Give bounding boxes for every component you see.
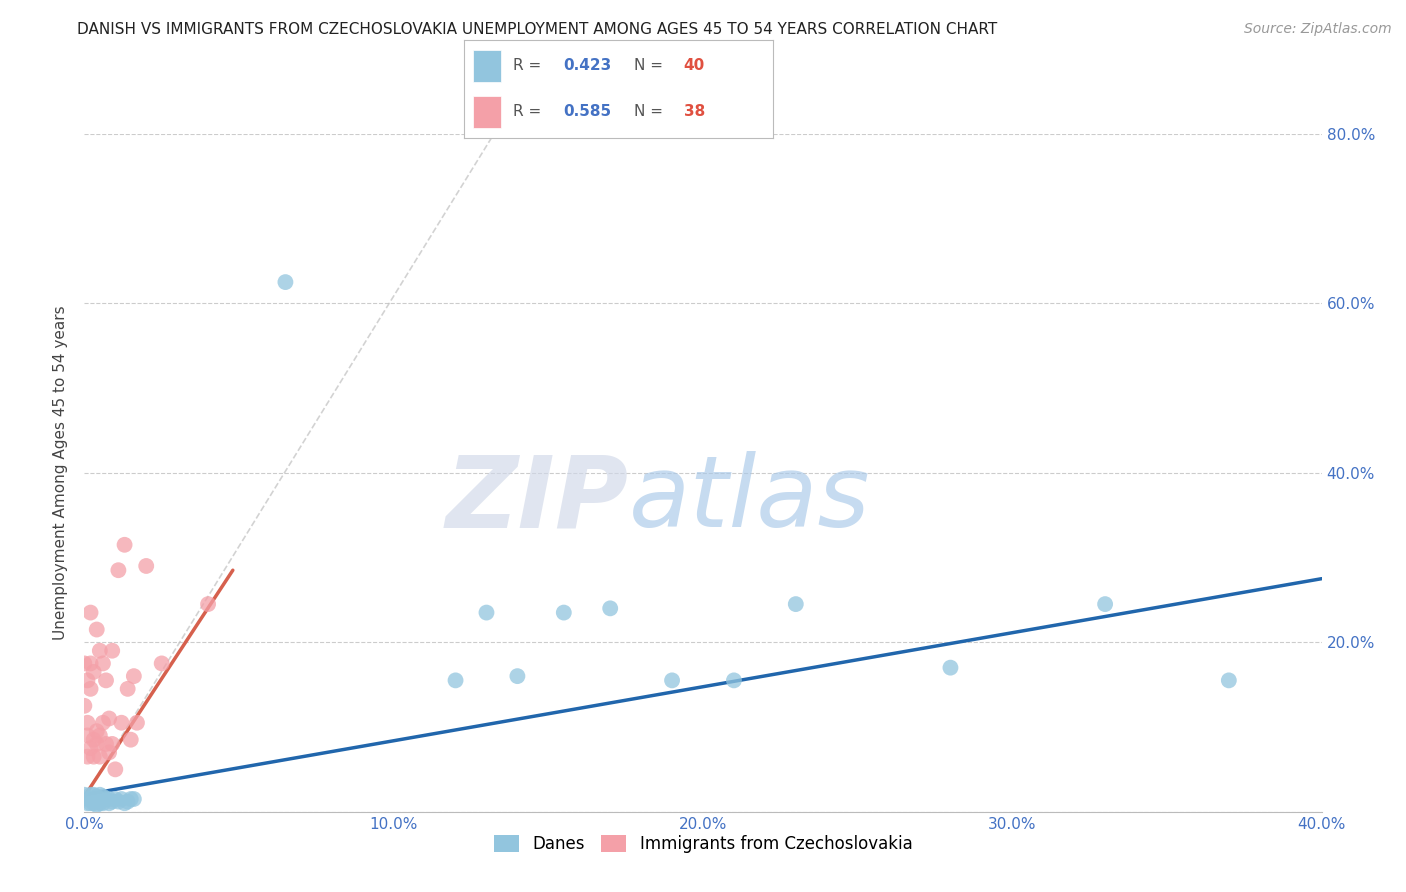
Text: R =: R = (513, 58, 547, 73)
Point (104, 762, 127, 776)
Point (89, 792, 111, 806)
Text: DANISH VS IMMIGRANTS FROM CZECHOSLOVAKIA UNEMPLOYMENT AMONG AGES 45 TO 54 YEARS : DANISH VS IMMIGRANTS FROM CZECHOSLOVAKIA… (77, 22, 998, 37)
Point (939, 660, 962, 674)
Point (89, 796, 111, 810)
Point (79, 788, 101, 802)
Point (91, 657, 114, 671)
Point (83, 788, 105, 802)
Point (122, 669, 145, 683)
Point (444, 673, 467, 688)
Point (94, 792, 117, 806)
Point (101, 644, 124, 658)
Point (86, 797, 108, 812)
Point (89, 644, 111, 658)
Point (475, 606, 498, 620)
Point (1094, 597, 1116, 611)
Point (83, 792, 105, 806)
Point (150, 657, 173, 671)
Point (79, 741, 101, 756)
Point (83, 796, 105, 810)
Point (117, 681, 139, 696)
Point (98, 712, 121, 726)
Point (89, 788, 111, 802)
FancyBboxPatch shape (474, 50, 501, 82)
Text: N =: N = (634, 58, 668, 73)
Point (76, 749, 98, 764)
Point (122, 792, 145, 806)
Point (661, 673, 683, 688)
Point (86, 724, 108, 739)
Text: 38: 38 (683, 104, 704, 120)
Point (723, 673, 745, 688)
Point (125, 715, 148, 730)
Point (86, 623, 108, 637)
Point (110, 715, 132, 730)
Point (104, 792, 127, 806)
Point (91, 715, 114, 730)
FancyBboxPatch shape (474, 96, 501, 128)
Text: Source: ZipAtlas.com: Source: ZipAtlas.com (1244, 22, 1392, 37)
Point (98, 796, 121, 810)
Point (1218, 673, 1240, 688)
Point (785, 597, 807, 611)
Point (83, 732, 105, 747)
Point (79, 681, 101, 696)
Point (107, 795, 129, 809)
Point (599, 601, 621, 615)
Point (197, 597, 219, 611)
Point (98, 746, 121, 760)
Point (76, 715, 98, 730)
Point (107, 563, 129, 577)
Text: 0.423: 0.423 (562, 58, 612, 73)
Point (94, 737, 117, 751)
Text: 40: 40 (683, 58, 704, 73)
Text: R =: R = (513, 104, 547, 120)
Point (120, 732, 142, 747)
Point (83, 665, 105, 679)
Point (94, 673, 117, 688)
Point (73, 657, 96, 671)
Point (79, 796, 101, 810)
Point (76, 792, 98, 806)
Point (114, 538, 136, 552)
Point (91, 796, 114, 810)
Point (89, 749, 111, 764)
Point (120, 792, 142, 806)
Point (274, 275, 297, 289)
Point (98, 792, 121, 806)
Text: N =: N = (634, 104, 668, 120)
Point (86, 789, 108, 804)
Point (86, 795, 108, 809)
Point (73, 698, 96, 713)
Point (91, 789, 114, 804)
Point (506, 669, 529, 683)
Point (86, 737, 108, 751)
Point (89, 728, 111, 742)
Point (553, 606, 575, 620)
Point (135, 558, 157, 574)
Point (110, 792, 132, 806)
Y-axis label: Unemployment Among Ages 45 to 54 years: Unemployment Among Ages 45 to 54 years (52, 305, 67, 640)
Point (79, 657, 101, 671)
Text: 0.585: 0.585 (562, 104, 612, 120)
Point (117, 795, 139, 809)
Point (76, 673, 98, 688)
Point (76, 796, 98, 810)
Text: atlas: atlas (628, 451, 870, 549)
Point (79, 792, 101, 806)
Point (114, 796, 136, 810)
Legend: Danes, Immigrants from Czechoslovakia: Danes, Immigrants from Czechoslovakia (485, 826, 921, 861)
Point (101, 737, 124, 751)
Point (76, 728, 98, 742)
Text: ZIP: ZIP (446, 451, 628, 549)
Point (101, 795, 124, 809)
Point (79, 606, 101, 620)
Point (73, 788, 96, 802)
Point (83, 749, 105, 764)
